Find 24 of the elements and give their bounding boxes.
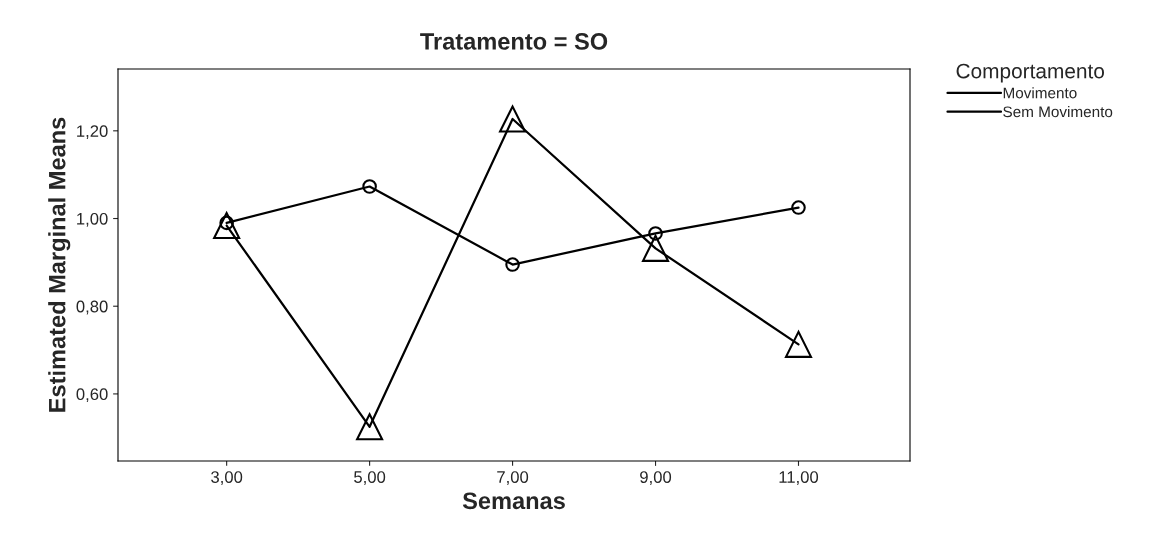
x-tick-label: 9,00 — [640, 471, 672, 485]
y-tick-label: 1,20 — [77, 125, 108, 139]
point — [362, 179, 377, 194]
legend-label: Movimento — [1003, 87, 1077, 99]
point — [784, 330, 813, 358]
x-tick-label: 5,00 — [354, 471, 386, 485]
legend-label: Sem Movimento — [1003, 105, 1113, 118]
y-axis-title: Estimated Marginal Means — [48, 117, 71, 412]
chart-title: Tratamento = SO — [420, 33, 608, 50]
x-tick-label: 7,00 — [497, 471, 529, 485]
legend-title: Comportamento — [956, 63, 1105, 83]
point — [499, 105, 527, 133]
point — [648, 226, 663, 241]
y-tick-label: 0,60 — [76, 388, 108, 403]
point — [641, 234, 670, 262]
x-axis-title: Semanas — [462, 492, 565, 510]
point — [505, 257, 520, 272]
point — [791, 200, 806, 215]
x-tick-label: 11,00 — [779, 471, 819, 485]
point — [356, 413, 384, 441]
x-tick-label: 3,00 — [211, 471, 243, 485]
y-tick-label: 1,00 — [77, 212, 108, 227]
y-tick-label: 0,80 — [76, 300, 108, 315]
point — [213, 212, 241, 240]
